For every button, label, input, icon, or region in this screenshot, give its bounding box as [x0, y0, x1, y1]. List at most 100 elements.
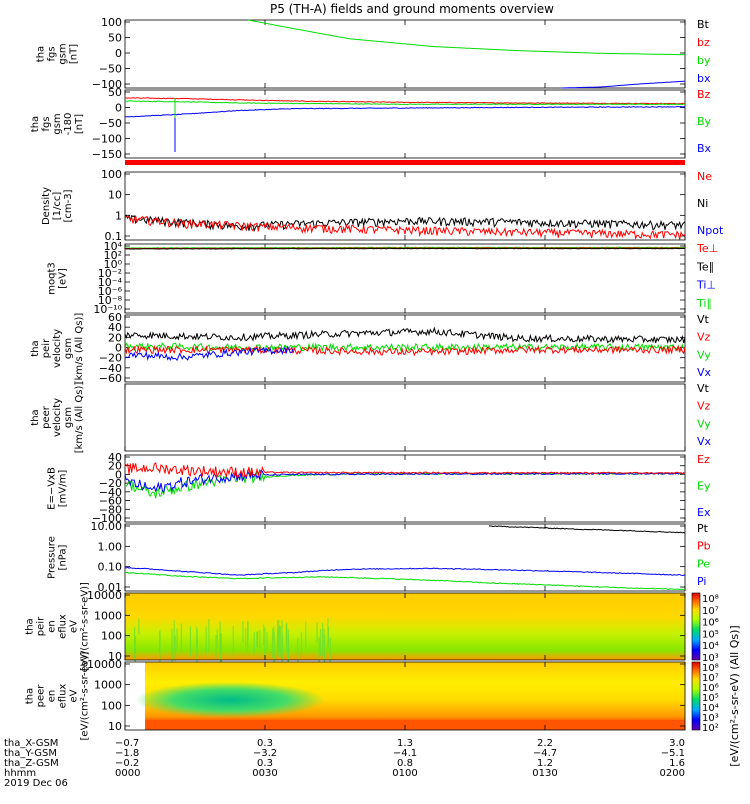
footer-row-label: tha_Y-GSM: [4, 748, 57, 759]
heatmap-streak: [281, 620, 283, 652]
y-axis-label: [km/s (All Qs)]: [74, 313, 85, 385]
heatmap-streak: [273, 632, 275, 668]
legend-te: Te⊥: [696, 242, 718, 255]
y-axis-label: E=−VxB: [47, 467, 58, 510]
y-tick-label: 100: [101, 168, 122, 181]
heatmap-streak: [242, 621, 244, 643]
panel-frame: [124, 171, 686, 241]
y-axis-label: tha: [30, 116, 41, 132]
heatmap-gap: [125, 662, 145, 730]
colorbar-tick-label: 10⁶: [702, 618, 719, 629]
heatmap-streak: [287, 633, 289, 662]
footer-date: 2019 Dec 06: [4, 778, 68, 789]
heatmap-streak: [232, 625, 234, 661]
series-vy: [124, 341, 686, 353]
y-tick-label: 10000: [87, 658, 122, 671]
y-tick-label: 10: [108, 720, 122, 733]
heatmap-streak: [138, 618, 140, 635]
legend-bx: bx: [697, 72, 711, 85]
y-tick-label: 100: [101, 630, 122, 643]
y-axis-label: [eV]: [58, 268, 69, 289]
y-tick-label: 0.1: [105, 230, 123, 243]
y-tick-label: 60: [108, 311, 122, 324]
y-tick-label: −100: [92, 78, 122, 91]
y-axis-label: gsm: [58, 43, 69, 64]
y-axis-label: Pressure: [47, 536, 58, 579]
series-by: [124, 100, 685, 106]
series-bx: [125, 105, 686, 118]
series-pt: [488, 525, 686, 534]
series-bz: [124, 97, 686, 105]
y-tick-label: 20: [108, 460, 122, 473]
legend-by: By: [697, 115, 712, 128]
y-axis-label: tha: [25, 618, 36, 634]
y-axis-label: [cm-3]: [63, 189, 74, 222]
heatmap-streak: [159, 631, 161, 664]
y-tick-label: 10⁻⁴: [98, 276, 123, 289]
legend-pi: Pi: [697, 575, 706, 588]
legend-vz: Vz: [697, 400, 711, 413]
heatmap-streak: [259, 629, 261, 649]
series-vt: [124, 326, 686, 344]
y-tick-label: 10⁻⁸: [98, 294, 123, 307]
footer-value: −0.2: [115, 758, 139, 769]
heatmap-streak: [321, 622, 324, 657]
heatmap-streak: [319, 629, 322, 656]
plot-title: P5 (TH-A) fields and ground moments over…: [270, 2, 554, 16]
y-axis-label: [eV/(cm²-s-sr-eV)]: [80, 582, 91, 671]
footer-value: 1.6: [669, 758, 685, 769]
legend-te: Te∥: [696, 260, 714, 273]
y-axis-label: [mV/m]: [58, 470, 69, 508]
series-ex: [124, 469, 686, 494]
footer-value: 3.0: [669, 738, 685, 749]
colorbar-tick-label: 10⁸: [702, 594, 719, 605]
panel-1: 100 50 0 −50 −100 tha fgs gsm [nT] Bt bz by bx: [36, 16, 711, 91]
y-tick-label: −80: [99, 503, 122, 516]
y-tick-label: −40: [99, 362, 122, 375]
colorbar-tick-label: 10⁷: [702, 606, 719, 617]
y-tick-label: −60: [99, 495, 122, 508]
panel-frame: [124, 383, 686, 452]
heatmap-streak: [264, 627, 266, 659]
y-axis-label: tha: [25, 688, 36, 704]
series-te: [124, 247, 686, 250]
y-axis-label: eflux: [58, 684, 69, 709]
colorbar-tick-label: 10⁸: [702, 663, 719, 674]
legend-ey: Ey: [697, 480, 711, 493]
footer-row-label: tha_X-GSM: [4, 738, 58, 749]
heatmap-streak: [220, 632, 222, 665]
colorbar-tick-label: 10⁴: [702, 641, 719, 652]
legend-vt: Vt: [697, 382, 710, 395]
heatmap-streak: [174, 635, 176, 661]
legend-vz: Vz: [697, 331, 711, 344]
y-axis-label: peir: [41, 338, 52, 358]
legend-bz: Bz: [697, 88, 711, 101]
heatmap-streak: [279, 626, 282, 658]
y-tick-label: 1000: [94, 679, 122, 692]
series-ni: [124, 214, 686, 232]
series-bx: [561, 80, 686, 89]
y-tick-label: 10⁻¹⁰: [93, 303, 122, 316]
heatmap-streak: [253, 632, 255, 654]
footer: tha_X-GSM −0.7 0.3 1.3 2.2 3.0 tha_Y-GSM −1.8 −3…: [4, 738, 685, 789]
panel-3: 100 10 1 0.1 Density [1/cc] [cm-3] Ne Ni Npot: [41, 168, 724, 243]
panel-frame: [124, 523, 686, 592]
heatmap-streak: [189, 626, 192, 657]
legend-ti: Ti⊥: [696, 279, 716, 292]
panel-2: 50 0 −50 −100 −150 tha fgs gsm -180 [nT] Bz By Bx: [30, 86, 712, 161]
colorbar-tick-label: 10⁵: [702, 693, 719, 704]
heatmap-streak: [216, 629, 218, 649]
legend-vx: Vx: [697, 435, 712, 448]
y-tick-label: 0.10: [98, 561, 123, 574]
series-vz: [124, 344, 686, 357]
y-axis-label: en: [47, 690, 58, 703]
footer-value: −4.1: [393, 748, 417, 759]
legend-ex: Ex: [697, 506, 711, 519]
legend-bz: bz: [697, 36, 710, 49]
y-tick-label: 10⁴: [104, 240, 123, 253]
y-axis-label: peir: [36, 616, 47, 636]
y-tick-label: 50: [108, 32, 122, 45]
